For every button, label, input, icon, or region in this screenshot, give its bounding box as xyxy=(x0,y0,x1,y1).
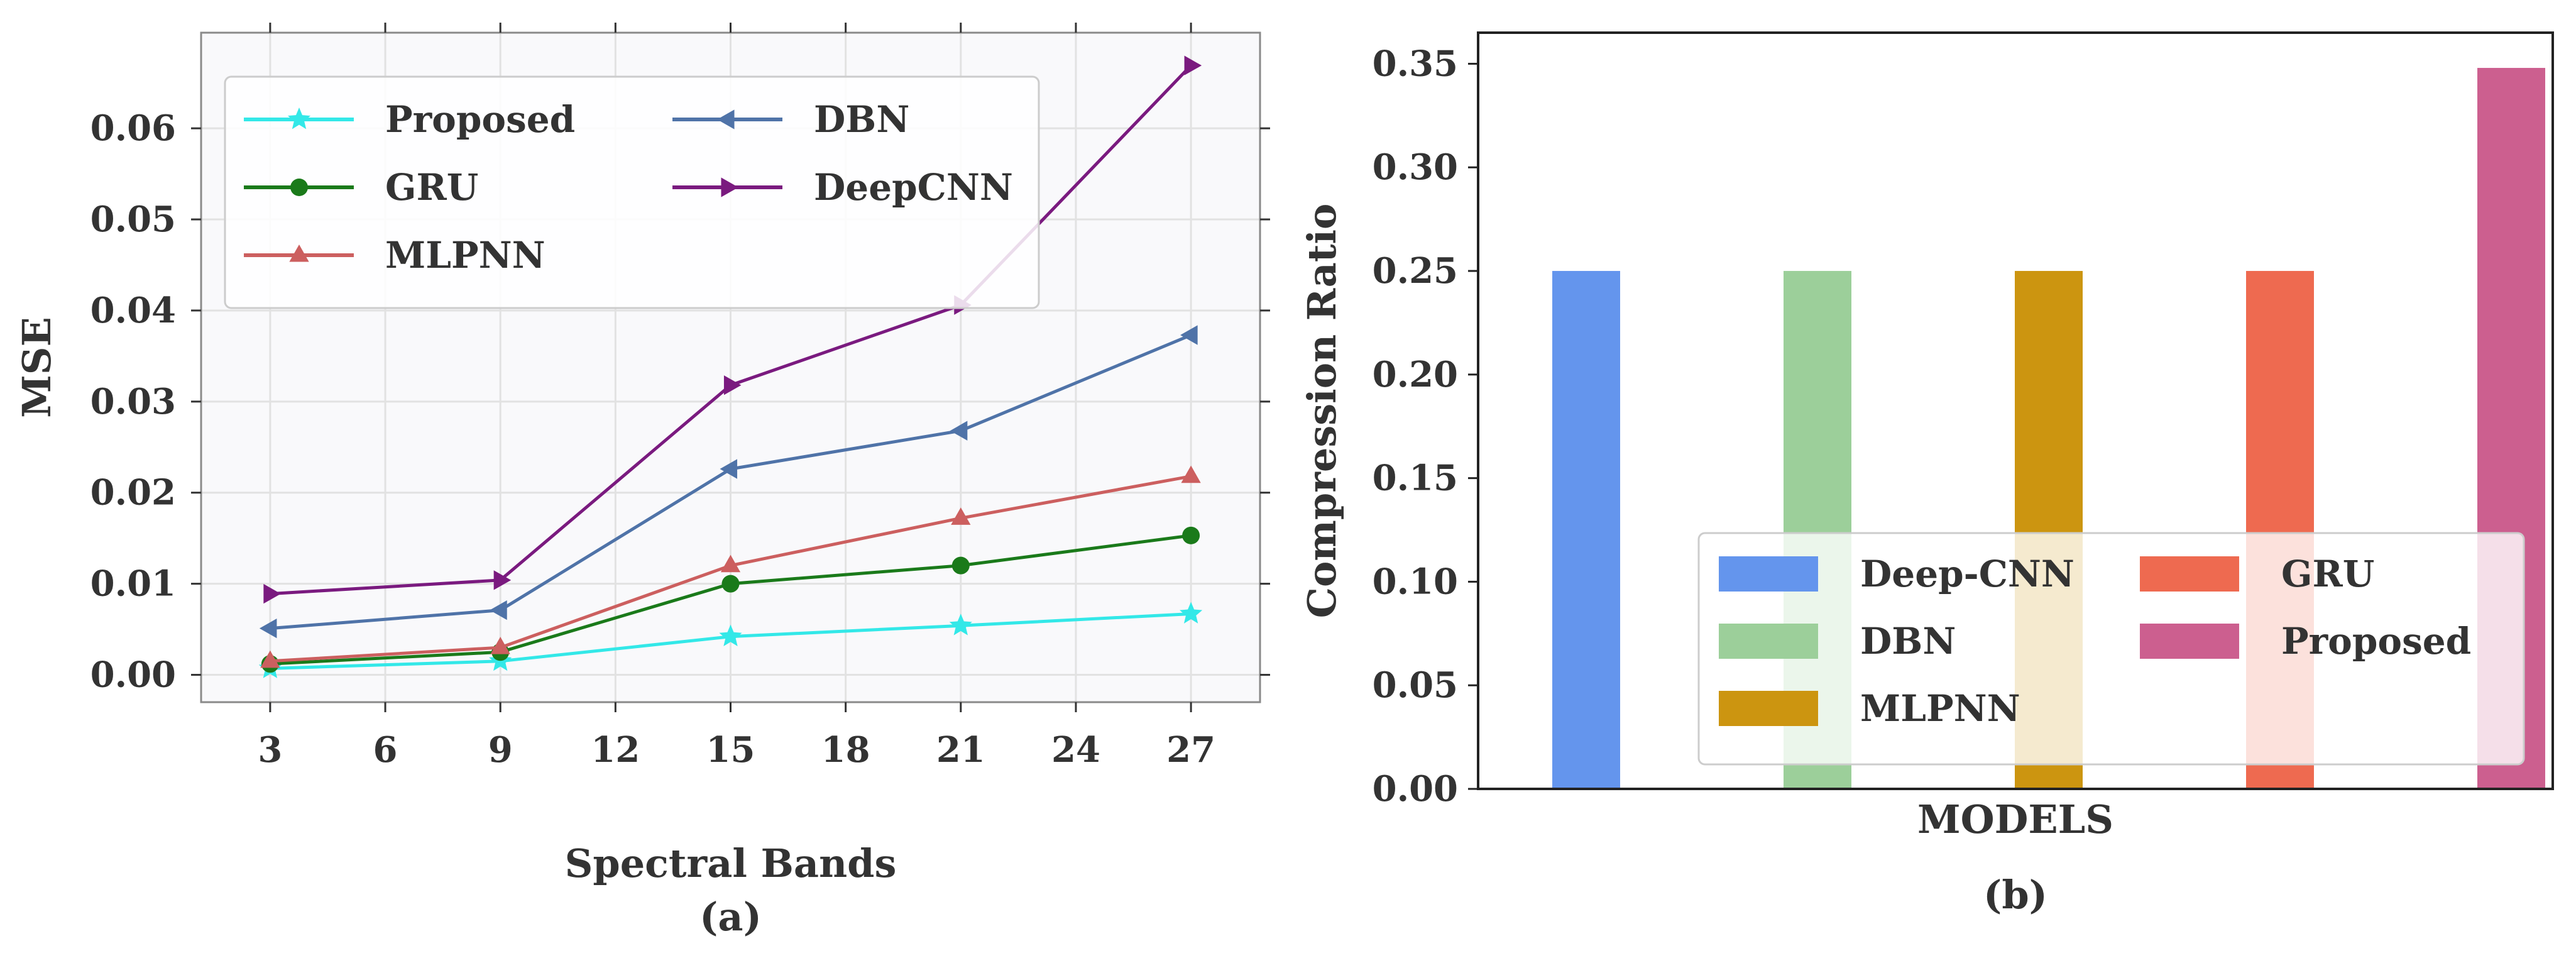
y-tick-label: 0.05 xyxy=(90,199,176,240)
legend-item: GRU xyxy=(244,166,478,209)
legend-swatch xyxy=(1719,556,1818,592)
y-tick-label: 0.00 xyxy=(90,654,176,696)
legend-marker xyxy=(721,177,738,197)
legend-item: DBN xyxy=(1719,620,1956,663)
data-point xyxy=(1181,465,1201,483)
caption-b: (b) xyxy=(1983,872,2047,918)
legend-marker xyxy=(717,109,735,129)
caption-a: (a) xyxy=(699,894,762,940)
legend-label: GRU xyxy=(2281,553,2374,595)
y-tick-label: 0.25 xyxy=(1373,250,1458,292)
data-point xyxy=(949,614,972,636)
y-tick-label: 0.30 xyxy=(1373,146,1458,188)
legend-item: Proposed xyxy=(2140,620,2471,663)
y-axis-title: Compression Ratio xyxy=(1299,204,1345,619)
data-point xyxy=(721,575,740,593)
data-point xyxy=(1184,55,1202,75)
legend-label: Proposed xyxy=(2281,620,2471,663)
bar-deep-cnn xyxy=(1552,271,1620,789)
y-tick-label: 0.20 xyxy=(1373,354,1458,395)
y-tick-label: 0.10 xyxy=(1373,561,1458,602)
data-point xyxy=(950,421,968,441)
data-point xyxy=(720,554,741,573)
data-point xyxy=(490,637,510,654)
series-mlpnn xyxy=(260,465,1201,668)
y-tick-label: 0.03 xyxy=(90,381,176,422)
data-point xyxy=(720,459,738,479)
legend-item: DBN xyxy=(672,98,909,141)
legend-item: Proposed xyxy=(244,98,575,141)
y-tick-label: 0.06 xyxy=(90,107,176,149)
tick-marks xyxy=(1468,62,1478,790)
plot-frame xyxy=(1477,31,2554,790)
line-chart-panel-a: 3 6 9 12 15 18 21 24 27 0.00 0.01 0.02 0.03 0.04 0.05 0… xyxy=(14,23,1270,940)
legend-label: DeepCNN xyxy=(814,166,1013,209)
x-axis-title: Spectral Bands xyxy=(565,840,897,886)
bar-chart-panel-b: 0.00 0.05 0.10 0.15 0.20 0.25 0.30 0.35 Deep-CNN… xyxy=(1299,31,2554,918)
legend-label: MLPNN xyxy=(385,234,545,277)
x-tick-label: 12 xyxy=(591,729,640,771)
y-tick-label: 0.05 xyxy=(1373,664,1458,706)
series-dbn xyxy=(259,325,1198,639)
x-tick-label: 24 xyxy=(1051,729,1100,771)
y-tick-label: 0.35 xyxy=(1373,43,1458,84)
legend-swatch xyxy=(1719,691,1818,726)
x-tick-label: 9 xyxy=(488,729,513,771)
x-tick-label: 27 xyxy=(1166,729,1215,771)
y-axis-title: MSE xyxy=(14,317,60,418)
data-point xyxy=(1180,602,1203,624)
x-tick-label: 21 xyxy=(936,729,985,771)
legend-item: MLPNN xyxy=(1719,687,2020,730)
data-point xyxy=(259,618,277,639)
y-tick-label: 0.15 xyxy=(1373,458,1458,499)
legend-label: MLPNN xyxy=(1860,687,2020,730)
legend-label: DBN xyxy=(1860,620,1956,663)
legend: Proposed GRU MLPNN DBN DeepCNN xyxy=(224,75,1040,309)
legend-marker xyxy=(289,245,309,262)
data-point xyxy=(490,600,507,620)
data-point xyxy=(951,556,970,575)
y-tick-label: 0.04 xyxy=(90,290,176,331)
legend: Deep-CNN DBN MLPNN GRU Proposed xyxy=(1697,532,2525,766)
legend-swatch xyxy=(1719,624,1818,659)
y-tick-label: 0.01 xyxy=(90,563,176,605)
x-tick-label: 3 xyxy=(258,729,282,771)
y-tick-label: 0.02 xyxy=(90,472,176,514)
legend-label: DBN xyxy=(814,98,909,141)
tick-marks xyxy=(191,23,1270,712)
legend-label: Deep-CNN xyxy=(1860,553,2075,595)
x-tick-label: 6 xyxy=(373,729,398,771)
legend-label: GRU xyxy=(385,166,478,209)
data-point xyxy=(1180,325,1198,345)
data-point xyxy=(493,570,512,590)
y-tick-label: 0.00 xyxy=(1373,768,1458,810)
legend-box xyxy=(1697,532,2525,766)
legend-marker xyxy=(287,107,311,129)
legend-item: MLPNN xyxy=(244,234,545,277)
x-tick-label: 15 xyxy=(706,729,755,771)
legend-label: Proposed xyxy=(385,98,575,141)
data-point xyxy=(719,624,742,647)
legend-swatch xyxy=(2140,624,2239,659)
x-tick-label: 18 xyxy=(821,729,870,771)
legend-item: GRU xyxy=(2140,553,2374,595)
data-point xyxy=(260,650,280,668)
data-point xyxy=(723,375,742,395)
legend-box xyxy=(224,75,1040,309)
x-axis-title: MODELS xyxy=(1917,796,2113,842)
legend-swatch xyxy=(2140,556,2239,592)
data-point xyxy=(951,507,971,525)
legend-marker xyxy=(290,179,308,196)
legend-item: DeepCNN xyxy=(672,166,1013,209)
legend-item: Deep-CNN xyxy=(1719,553,2075,595)
data-point xyxy=(1182,526,1200,544)
data-point xyxy=(263,583,281,604)
